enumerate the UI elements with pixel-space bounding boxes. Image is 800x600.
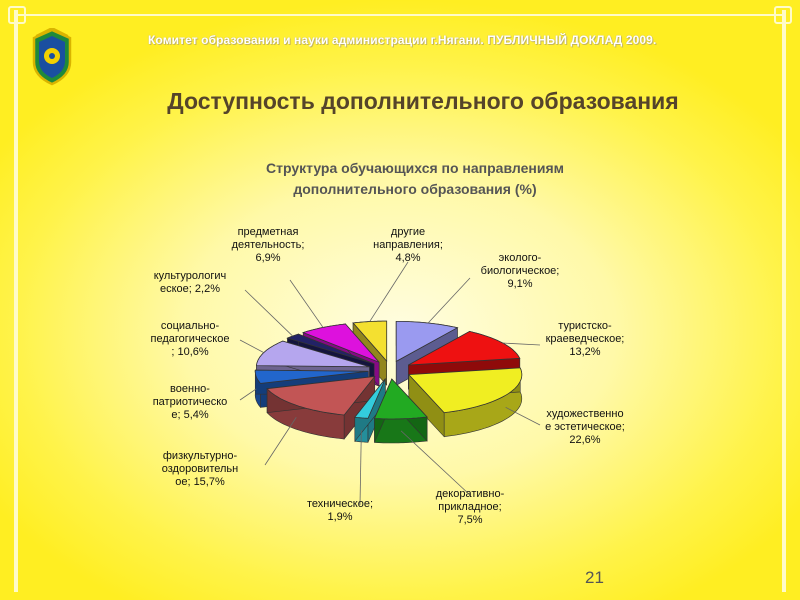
organization-header: Комитет образования и науки администраци… (148, 33, 657, 47)
slice-label-line: физкультурно- (162, 450, 238, 462)
slice-label-line: военно- (170, 383, 210, 395)
slice-label-line: е; 5,4% (171, 409, 209, 421)
leader-line (502, 342, 541, 346)
chart-title: Структура обучающихся по направлениям до… (180, 158, 650, 200)
slice-label-line: биологическое; (480, 265, 560, 277)
slice-label-7: социально-педагогическое; 10,6% (145, 320, 235, 359)
frame-top-line (18, 14, 782, 16)
slice-label-line: туристско- (558, 320, 612, 332)
slice-label-line: е эстетическое; (545, 421, 625, 433)
slice-label-line: прикладное; (438, 501, 502, 513)
slice-label-10: другие направления; 4,8% (363, 226, 453, 265)
slice-label-9: предметная деятельность; 6,9% (223, 226, 313, 265)
slice-label-line: 4,8% (395, 252, 421, 264)
slice-label-line: техническое; (306, 498, 374, 510)
pie-slice-4 (354, 378, 386, 419)
leader-line (400, 430, 471, 496)
slice-label-line: 22,6% (569, 434, 601, 446)
slide-title: Доступность дополнительного образования (167, 88, 679, 114)
slice-label-line: 6,9% (255, 252, 281, 264)
pie-slice-6 (254, 369, 369, 384)
slice-label-line: социально- (160, 320, 220, 332)
leader-line (369, 261, 409, 322)
slice-label-line: 13,2% (569, 346, 601, 358)
leader-line (289, 279, 324, 328)
frame-corner (8, 6, 26, 24)
slice-label-line: культурологич (153, 270, 227, 282)
chart-title-line-1: Структура обучающихся по направлениям (266, 160, 564, 176)
slice-label-line: предметная (237, 226, 299, 238)
slice-label-line: направления; (373, 239, 443, 251)
pie-slice-5 (266, 375, 376, 416)
leader-line (239, 339, 264, 353)
slice-label-line: педагогическое (150, 333, 230, 345)
slice-label-line: 1,9% (327, 511, 353, 523)
pie-slice-0 (395, 321, 459, 363)
slice-label-line: ое; 15,7% (175, 476, 225, 488)
pie-slice-3 (373, 378, 428, 420)
slice-label-0: эколого-биологическое; 9,1% (475, 252, 565, 291)
slice-label-2: художественно е эстетическое; 22,6% (540, 408, 630, 447)
slice-label-line: 7,5% (457, 514, 483, 526)
pie-slice-2 (407, 367, 523, 414)
slice-label-5: физкультурно-оздоровительн ое; 15,7% (155, 450, 245, 489)
slice-label-1: туристско-краеведческое; 13,2% (540, 320, 630, 359)
coat-of-arms-logo (32, 28, 72, 86)
chart-title-line-2: дополнительного образования (%) (293, 181, 537, 197)
slice-label-3: декоративно-прикладное; 7,5% (425, 488, 515, 527)
leader-line (239, 388, 257, 401)
slice-label-line: эколого- (498, 252, 542, 264)
frame-corner (774, 6, 792, 24)
leader-line (244, 289, 293, 337)
slide-frame (14, 10, 786, 592)
slice-label-8: культурологич еское; 2,2% (145, 270, 235, 296)
leader-line (264, 417, 297, 466)
slice-label-line: деятельность; (231, 239, 305, 251)
slice-label-line: еское; 2,2% (160, 283, 220, 295)
slice-label-4: техническое; 1,9% (295, 498, 385, 524)
leader-line (427, 277, 471, 324)
slice-label-line: патриотическо (152, 396, 228, 408)
slice-label-line: художественно (546, 408, 624, 420)
pie-slice-10 (352, 320, 388, 363)
slice-label-line: другие (390, 226, 426, 238)
slice-label-line: оздоровительн (161, 463, 239, 475)
slice-label-line: ; 10,6% (171, 346, 209, 358)
leader-line (505, 406, 541, 426)
slice-label-line: краеведческое; (545, 333, 625, 345)
slice-label-6: военно-патриотическо е; 5,4% (145, 383, 235, 422)
slice-label-line: декоративно- (435, 488, 505, 500)
slice-label-line: 9,1% (507, 278, 533, 290)
page-number: 21 (585, 568, 604, 587)
leader-line (359, 429, 362, 506)
